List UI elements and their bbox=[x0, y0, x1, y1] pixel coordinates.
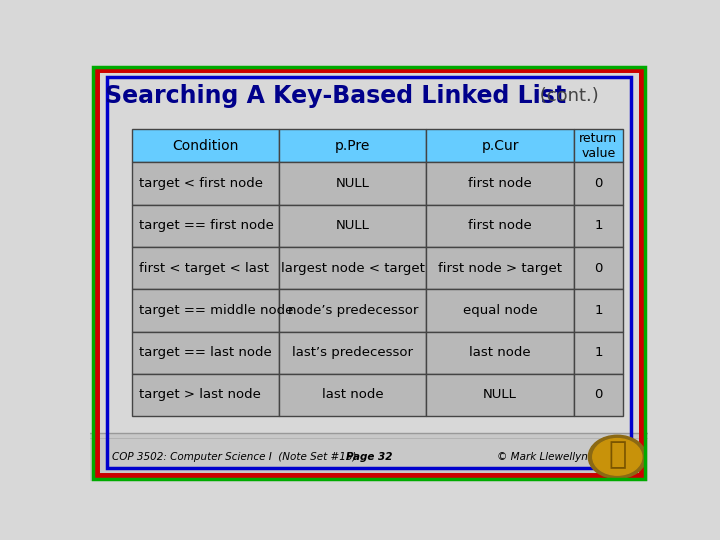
Bar bbox=[132, 247, 279, 289]
Text: first node > target: first node > target bbox=[438, 261, 562, 274]
Text: © Mark Llewellyn: © Mark Llewellyn bbox=[498, 452, 588, 462]
Text: p.Pre: p.Pre bbox=[335, 139, 371, 153]
Circle shape bbox=[588, 435, 647, 478]
Bar bbox=[132, 129, 279, 162]
Text: 1: 1 bbox=[594, 346, 603, 359]
Bar bbox=[132, 205, 279, 247]
Text: COP 3502: Computer Science I  (Note Set #15): COP 3502: Computer Science I (Note Set #… bbox=[112, 452, 357, 462]
Text: NULL: NULL bbox=[483, 388, 517, 402]
Bar bbox=[132, 162, 279, 205]
Bar bbox=[279, 205, 426, 247]
Text: 0: 0 bbox=[594, 261, 603, 274]
Bar bbox=[90, 433, 648, 481]
Text: Condition: Condition bbox=[172, 139, 239, 153]
Bar bbox=[574, 289, 623, 332]
Text: first < target < last: first < target < last bbox=[138, 261, 269, 274]
Text: NULL: NULL bbox=[336, 219, 370, 232]
Text: target == last node: target == last node bbox=[138, 346, 271, 359]
Bar bbox=[279, 247, 426, 289]
Text: last node: last node bbox=[469, 346, 531, 359]
Text: 1: 1 bbox=[594, 304, 603, 317]
Circle shape bbox=[593, 438, 642, 475]
Text: target > last node: target > last node bbox=[138, 388, 261, 402]
Text: Searching A Key-Based Linked List: Searching A Key-Based Linked List bbox=[105, 84, 566, 108]
Text: 0: 0 bbox=[594, 177, 603, 190]
Bar bbox=[574, 374, 623, 416]
Bar bbox=[279, 374, 426, 416]
Text: target == first node: target == first node bbox=[138, 219, 274, 232]
Bar bbox=[279, 289, 426, 332]
Bar bbox=[426, 129, 574, 162]
Bar bbox=[574, 332, 623, 374]
Text: 1: 1 bbox=[594, 219, 603, 232]
Bar bbox=[574, 162, 623, 205]
Bar bbox=[132, 374, 279, 416]
Bar bbox=[426, 205, 574, 247]
Text: return
value: return value bbox=[580, 132, 618, 160]
Bar bbox=[426, 332, 574, 374]
Text: last node: last node bbox=[322, 388, 384, 402]
Bar bbox=[132, 289, 279, 332]
Bar bbox=[426, 289, 574, 332]
Bar bbox=[426, 162, 574, 205]
Text: last’s predecessor: last’s predecessor bbox=[292, 346, 413, 359]
Bar bbox=[426, 374, 574, 416]
Text: Page 32: Page 32 bbox=[346, 452, 392, 462]
Bar bbox=[426, 247, 574, 289]
Bar bbox=[279, 129, 426, 162]
Text: 0: 0 bbox=[594, 388, 603, 402]
Text: largest node < target: largest node < target bbox=[281, 261, 425, 274]
Text: first node: first node bbox=[468, 219, 532, 232]
Text: first node: first node bbox=[468, 177, 532, 190]
Bar bbox=[279, 162, 426, 205]
Text: equal node: equal node bbox=[463, 304, 538, 317]
Bar bbox=[132, 332, 279, 374]
Text: (cont.): (cont.) bbox=[534, 87, 598, 105]
Text: target == middle node: target == middle node bbox=[138, 304, 293, 317]
Bar bbox=[574, 129, 623, 162]
Text: p.Cur: p.Cur bbox=[482, 139, 519, 153]
Bar bbox=[574, 205, 623, 247]
Bar bbox=[574, 247, 623, 289]
Text: NULL: NULL bbox=[336, 177, 370, 190]
Text: target < first node: target < first node bbox=[138, 177, 263, 190]
Text: node’s predecessor: node’s predecessor bbox=[287, 304, 418, 317]
Bar bbox=[279, 332, 426, 374]
Text: ᵹ: ᵹ bbox=[608, 440, 626, 469]
